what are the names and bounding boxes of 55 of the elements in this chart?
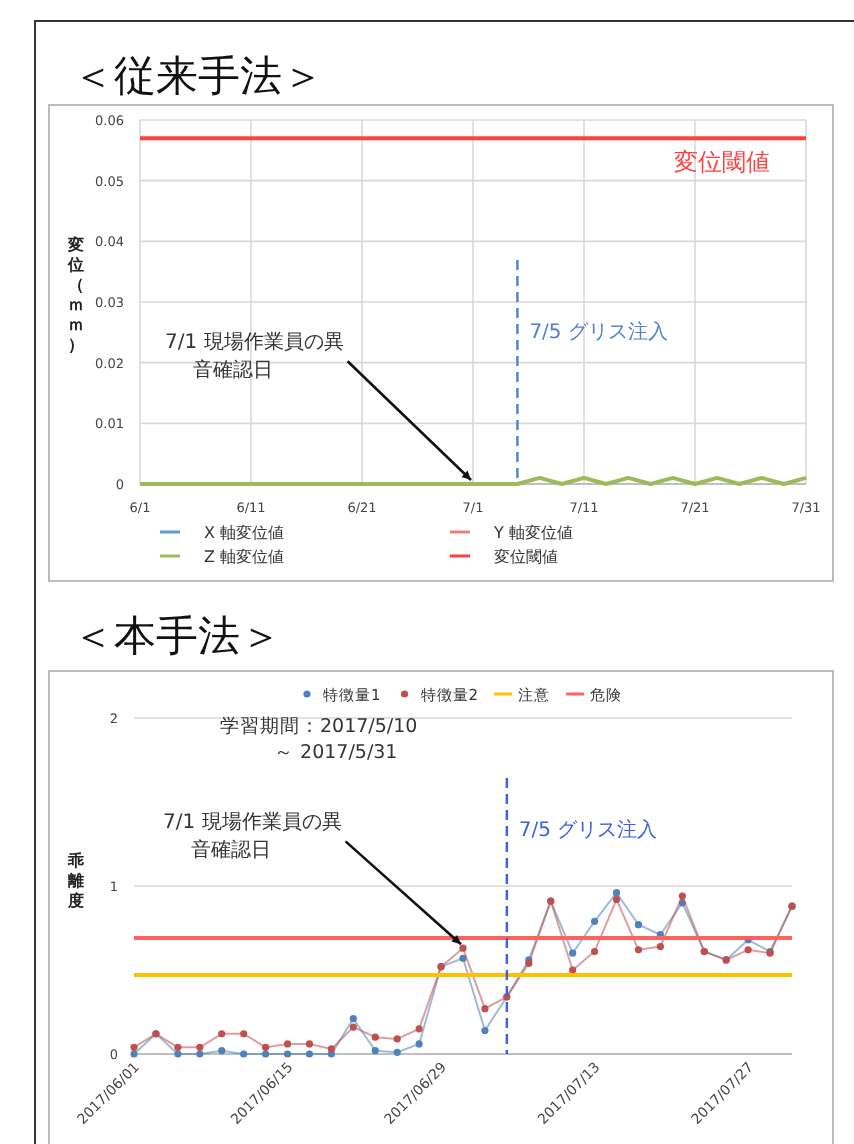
- point: [349, 1015, 357, 1023]
- point: [591, 917, 599, 925]
- point: [218, 1030, 226, 1038]
- point: [174, 1043, 182, 1051]
- point: [612, 895, 621, 904]
- point: [744, 946, 752, 954]
- point: [569, 949, 577, 957]
- annotation: 7/1 現場作業員の異音確認日: [163, 810, 342, 863]
- point: [612, 889, 621, 897]
- point: [459, 944, 467, 952]
- point: [130, 1050, 138, 1058]
- point: [196, 1050, 204, 1058]
- point: [481, 1005, 489, 1013]
- point: [262, 1050, 270, 1058]
- point: [130, 1043, 138, 1051]
- point: [393, 1035, 401, 1043]
- point: [634, 946, 643, 954]
- legend-label: Z 軸変位値: [204, 548, 285, 566]
- point: [240, 1050, 248, 1058]
- point: [349, 1023, 357, 1031]
- point: [371, 1033, 379, 1041]
- point: [678, 892, 686, 900]
- annotation: 学習期間：2017/5/10 ～ 2017/5/31: [220, 714, 418, 764]
- legend-label: X 軸変位値: [204, 524, 285, 542]
- point: [591, 947, 599, 956]
- point: [196, 1043, 204, 1051]
- point: [415, 1025, 423, 1033]
- point: [481, 1026, 489, 1035]
- point: [634, 921, 643, 929]
- point: [218, 1047, 226, 1055]
- legend-label: 変位閾値: [494, 548, 558, 566]
- ref-line-label: 7/5 グリス注入: [529, 320, 668, 345]
- point: [327, 1045, 335, 1053]
- annotation: 変位閾値: [674, 148, 770, 177]
- point: [305, 1050, 314, 1058]
- point: [305, 1040, 314, 1048]
- y-axis-title: 変位（ｍｍ）: [66, 234, 84, 354]
- ref-line-label: 7/5 グリス注入: [518, 817, 658, 842]
- point: [240, 1030, 248, 1038]
- point: [569, 966, 577, 974]
- point: [393, 1048, 401, 1056]
- point: [678, 899, 686, 907]
- point: [459, 954, 467, 962]
- point: [174, 1050, 182, 1058]
- point: [283, 1050, 292, 1058]
- chart-title: ＜本手法＞: [72, 612, 282, 660]
- legend-label: Y 軸変位値: [492, 524, 573, 542]
- chart-title: ＜従来手法＞: [72, 52, 324, 100]
- point: [371, 1047, 379, 1055]
- annotation: 7/1 現場作業員の異音確認日: [165, 330, 344, 382]
- point: [415, 1040, 423, 1048]
- point: [283, 1040, 292, 1048]
- y-axis-title: 乖離度: [66, 852, 84, 910]
- point: [656, 942, 664, 951]
- point: [262, 1043, 270, 1051]
